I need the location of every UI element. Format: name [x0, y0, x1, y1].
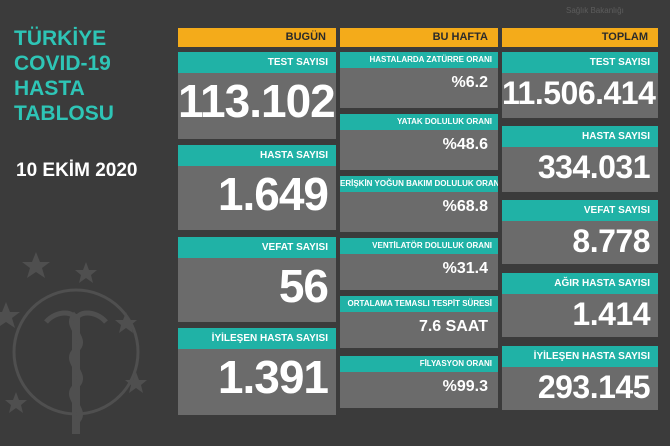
- title-line: TABLOSU: [14, 102, 114, 125]
- stat-card-today-tests: TEST SAYISI 113.102: [178, 52, 336, 139]
- stat-card-today-cases: HASTA SAYISI 1.649: [178, 145, 336, 230]
- stat-value: 7.6 SAAT: [418, 318, 488, 335]
- stat-card-week-icu-occupancy: ERİŞKİN YOĞUN BAKIM DOLULUK ORANI %68.8: [340, 176, 498, 232]
- stat-label: FİLYASYON ORANI: [340, 356, 498, 372]
- title-line: COVID-19: [14, 52, 111, 75]
- ministry-emblem-icon: [0, 252, 147, 434]
- stat-value: 1.649: [217, 168, 329, 220]
- stat-label: VEFAT SAYISI: [178, 237, 336, 258]
- stat-card-total-deaths: VEFAT SAYISI 8.778: [502, 200, 658, 264]
- watermark-logo: Sağlık Bakanlığı: [566, 6, 624, 15]
- stat-card-week-bed-occupancy: YATAK DOLULUK ORANI %48.6: [340, 114, 498, 170]
- stat-value: 334.031: [537, 149, 651, 185]
- stat-card-week-filiation: FİLYASYON ORANI %99.3: [340, 356, 498, 408]
- title-line: HASTA: [14, 77, 85, 100]
- stat-value: %31.4: [442, 260, 488, 277]
- stat-label: HASTALARDA ZATÜRRE ORANI: [340, 52, 498, 68]
- page-title: TÜRKİYE COVID-19 HASTA TABLOSU: [14, 26, 164, 126]
- column-header-bugun: BUGÜN: [178, 28, 336, 47]
- stat-label: ORTALAMA TEMASLI TESPİT SÜRESİ: [340, 296, 498, 312]
- stat-label: HASTA SAYISI: [502, 126, 658, 147]
- report-date: 10 EKİM 2020: [16, 160, 138, 181]
- stat-value: 113.102: [178, 75, 336, 127]
- stat-value: 1.391: [217, 351, 329, 403]
- stat-value: %6.2: [451, 74, 488, 91]
- stat-card-today-recovered: İYİLEŞEN HASTA SAYISI 1.391: [178, 328, 336, 415]
- stat-label: VENTİLATÖR DOLULUK ORANI: [340, 238, 498, 254]
- stat-label: İYİLEŞEN HASTA SAYISI: [178, 328, 336, 349]
- stat-label: İYİLEŞEN HASTA SAYISI: [502, 346, 658, 367]
- stat-value: 1.414: [572, 296, 650, 332]
- stat-card-total-tests: TEST SAYISI 11.506.414: [502, 52, 658, 118]
- stat-label: AĞIR HASTA SAYISI: [502, 273, 658, 294]
- stat-value: %99.3: [442, 378, 488, 395]
- stat-label: TEST SAYISI: [502, 52, 658, 73]
- stat-value: 293.145: [537, 369, 651, 405]
- stat-card-total-cases: HASTA SAYISI 334.031: [502, 126, 658, 192]
- stat-value: 8.778: [572, 223, 650, 259]
- stat-label: VEFAT SAYISI: [502, 200, 658, 221]
- stat-label: HASTA SAYISI: [178, 145, 336, 166]
- stat-card-today-deaths: VEFAT SAYISI 56: [178, 237, 336, 322]
- stat-card-total-recovered: İYİLEŞEN HASTA SAYISI 293.145: [502, 346, 658, 410]
- column-header-bu-hafta: BU HAFTA: [340, 28, 498, 47]
- title-line: TÜRKİYE: [14, 27, 107, 50]
- stat-label: ERİŞKİN YOĞUN BAKIM DOLULUK ORANI: [340, 176, 498, 192]
- stat-value: 11.506.414: [502, 75, 656, 111]
- column-header-toplam: TOPLAM: [502, 28, 658, 47]
- stat-value: %68.8: [442, 198, 488, 215]
- stat-card-week-ventilator: VENTİLATÖR DOLULUK ORANI %31.4: [340, 238, 498, 290]
- stat-value: 56: [278, 260, 329, 312]
- stat-card-week-contact-time: ORTALAMA TEMASLI TESPİT SÜRESİ 7.6 SAAT: [340, 296, 498, 348]
- stat-value: %48.6: [442, 136, 488, 153]
- stat-card-total-severe: AĞIR HASTA SAYISI 1.414: [502, 273, 658, 337]
- stat-label: TEST SAYISI: [178, 52, 336, 73]
- watermark-text: Sağlık Bakanlığı: [566, 6, 624, 15]
- stat-card-week-pneumonia: HASTALARDA ZATÜRRE ORANI %6.2: [340, 52, 498, 108]
- stat-label: YATAK DOLULUK ORANI: [340, 114, 498, 130]
